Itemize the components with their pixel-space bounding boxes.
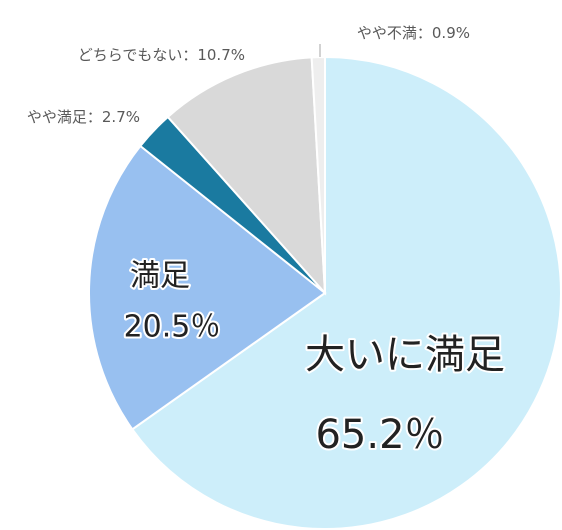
slice-label: やや不満：0.9% (357, 24, 470, 42)
pie-slice (166, 56, 327, 296)
separator: ： (417, 24, 432, 42)
slice-value: 2.7% (102, 108, 140, 126)
slice-label: やや満足：2.7% (27, 108, 140, 126)
slice-name: やや不満 (357, 24, 417, 42)
slice-label: 満足 (130, 259, 190, 294)
slice-value: 20.5％ (124, 310, 221, 345)
slice-label: 大いに満足 (305, 332, 505, 378)
slice-name: どちらでもない (78, 46, 183, 64)
separator: ： (87, 108, 102, 126)
slice-value: 0.9% (432, 24, 470, 42)
separator: ： (182, 46, 197, 64)
slice-label: どちらでもない：10.7% (78, 46, 245, 64)
pie-slice (88, 144, 327, 431)
slice-name: やや満足 (27, 108, 87, 126)
pie-slice (130, 55, 562, 530)
slice-value: 65.2％ (315, 412, 444, 458)
pie-slice (310, 55, 326, 294)
slice-value: 10.7% (197, 46, 245, 64)
